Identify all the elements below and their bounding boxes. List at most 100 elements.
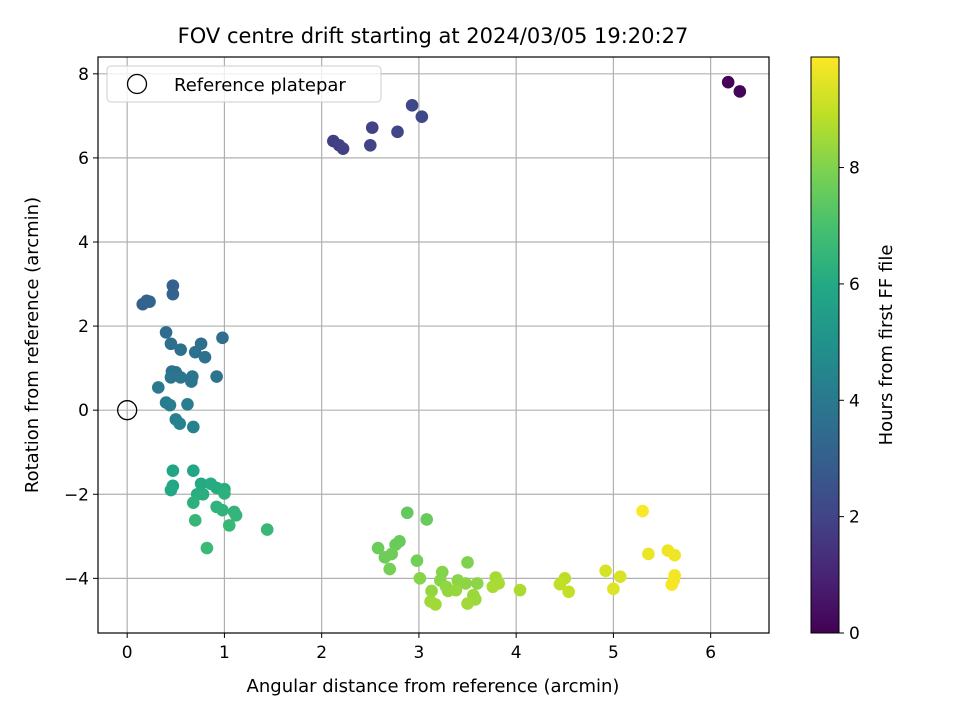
- x-tick-label: 5: [608, 643, 619, 663]
- data-point: [449, 583, 463, 597]
- data-point: [216, 331, 229, 345]
- data-point: [363, 138, 377, 152]
- data-point: [164, 371, 178, 384]
- data-point: [486, 580, 500, 594]
- y-tick-label: 6: [78, 149, 89, 169]
- colorbar-tick-label: 4: [849, 391, 860, 411]
- legend: Reference platepar: [106, 65, 382, 103]
- data-point: [188, 514, 202, 527]
- data-point: [607, 582, 620, 596]
- data-point: [336, 142, 350, 155]
- data-points: [136, 75, 747, 611]
- y-tick-label: 4: [78, 233, 89, 253]
- grid: [98, 57, 769, 633]
- reference-point: [117, 400, 138, 421]
- data-point: [599, 564, 612, 578]
- data-point: [391, 125, 404, 139]
- data-point: [163, 398, 177, 412]
- x-tick-label: 0: [122, 643, 133, 663]
- x-tick-label: 1: [219, 643, 230, 663]
- colorbar-tick-label: 0: [849, 624, 860, 644]
- x-tick-label: 2: [316, 643, 327, 663]
- data-point: [194, 477, 208, 491]
- data-point: [185, 375, 198, 388]
- data-point: [400, 506, 414, 520]
- data-point: [553, 577, 567, 591]
- data-point: [365, 121, 379, 134]
- data-point: [200, 541, 214, 555]
- colorbar-tick-label: 8: [849, 159, 860, 179]
- data-point: [461, 597, 474, 610]
- colorbar: [811, 57, 839, 633]
- y-tick-label: −2: [64, 485, 89, 505]
- data-point: [383, 562, 397, 576]
- legend-marker: [126, 73, 148, 95]
- data-point: [229, 508, 243, 522]
- x-tick-label: 4: [511, 643, 522, 663]
- legend-label: Reference platepar: [174, 75, 346, 96]
- data-point: [461, 556, 474, 569]
- data-point: [174, 343, 187, 356]
- data-point: [166, 464, 180, 478]
- x-axis-ticks: 0 1 2 3 4 5 6: [122, 633, 716, 663]
- data-point: [420, 513, 433, 526]
- data-point: [198, 350, 212, 364]
- data-point: [151, 381, 165, 394]
- data-point: [636, 504, 649, 518]
- data-point: [187, 464, 200, 478]
- data-point: [470, 577, 484, 590]
- data-point: [371, 541, 385, 555]
- plot-frame: [97, 56, 770, 634]
- data-point: [218, 487, 231, 500]
- y-tick-label: 2: [78, 317, 89, 337]
- data-point: [378, 551, 392, 564]
- data-point: [143, 295, 156, 308]
- data-point: [721, 75, 735, 89]
- data-point: [196, 487, 210, 501]
- data-point: [164, 337, 178, 351]
- y-tick-label: −4: [64, 569, 89, 589]
- y-axis-label: Rotation from reference (arcmin): [22, 197, 43, 493]
- data-point: [429, 598, 442, 611]
- colorbar-tick-label: 2: [849, 508, 860, 528]
- data-point: [260, 523, 274, 536]
- legend-box: [106, 65, 382, 103]
- y-tick-label: 8: [78, 65, 89, 85]
- x-tick-label: 3: [413, 643, 424, 663]
- data-point: [562, 585, 575, 599]
- data-point: [187, 496, 200, 509]
- data-point: [187, 420, 200, 434]
- data-point: [613, 570, 627, 583]
- x-axis-label: Angular distance from reference (arcmin): [247, 676, 620, 697]
- data-point: [181, 397, 194, 411]
- colorbar-ticks: 0 2 4 6 8: [839, 159, 860, 644]
- data-point: [164, 483, 178, 497]
- data-point: [459, 577, 472, 590]
- reference-marker: [117, 400, 138, 421]
- colorbar-frame: [810, 56, 840, 634]
- y-tick-label: 0: [78, 401, 89, 421]
- x-tick-label: 6: [705, 643, 716, 663]
- data-point: [159, 326, 173, 339]
- data-point: [188, 345, 202, 359]
- data-point: [216, 503, 229, 517]
- data-point: [173, 417, 186, 430]
- data-point: [410, 554, 424, 567]
- chart-title: FOV centre drift starting at 2024/03/05 …: [178, 24, 689, 48]
- colorbar-label: Hours from first FF file: [876, 245, 897, 446]
- data-point: [210, 370, 223, 383]
- data-point: [733, 85, 747, 98]
- data-point: [665, 578, 679, 591]
- data-point: [222, 519, 236, 532]
- data-point: [405, 99, 419, 112]
- data-point: [642, 547, 655, 561]
- data-point: [668, 548, 681, 562]
- data-point: [166, 287, 180, 301]
- data-point: [174, 371, 187, 384]
- data-point: [513, 583, 527, 597]
- data-point: [415, 110, 429, 124]
- data-point: [425, 584, 438, 598]
- colorbar-tick-label: 6: [849, 275, 860, 295]
- y-axis-ticks: −4 −2 0 2 4 6 8: [64, 65, 98, 589]
